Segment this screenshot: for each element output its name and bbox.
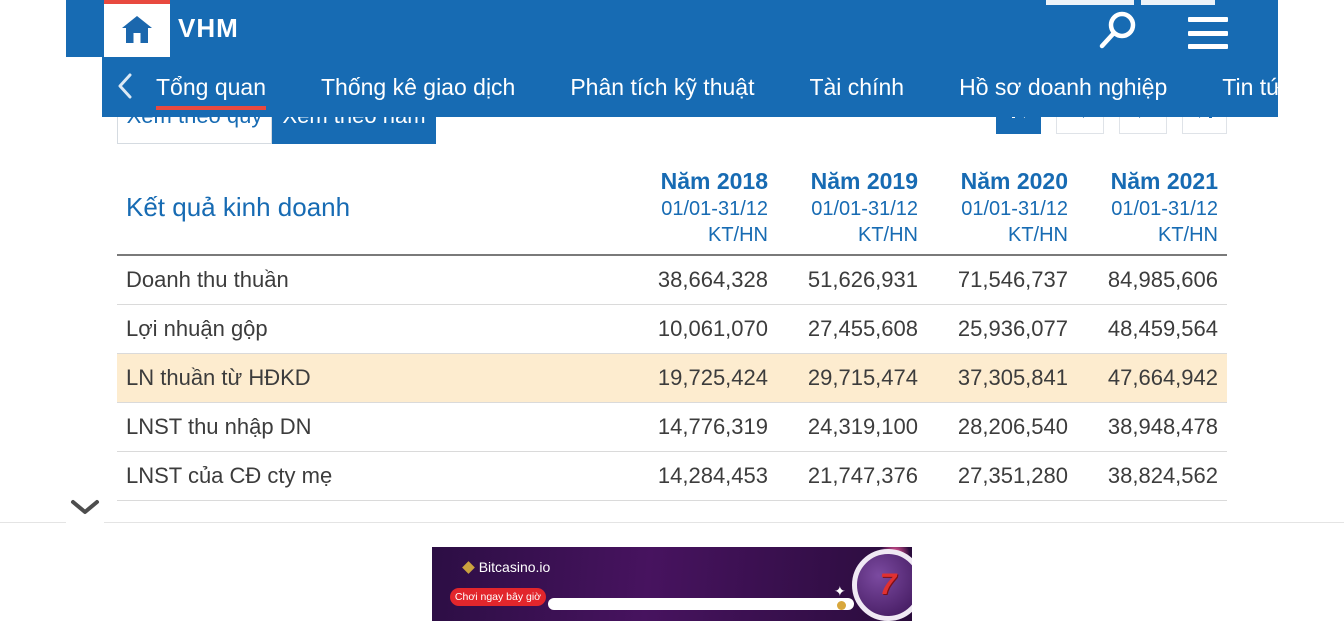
- ad-logo-icon: [461, 560, 475, 574]
- table-row: LNST thu nhập DN 14,776,319 24,319,100 2…: [117, 403, 1227, 452]
- row-label: Doanh thu thuần: [126, 267, 289, 292]
- tab-thong-ke-giao-dich[interactable]: Thống kê giao dịch: [320, 73, 516, 100]
- column-basis: KT/HN: [858, 223, 918, 246]
- ad-brand-row: Bitcasino.io: [446, 559, 568, 575]
- cell-value: 84,985,606: [1107, 267, 1218, 292]
- cell-value: 37,305,841: [957, 365, 1068, 390]
- nav-bar: Tổng quan Thống kê giao dịch Phân tích k…: [102, 57, 1278, 117]
- stock-symbol: VHM: [178, 13, 239, 43]
- ad-banner[interactable]: Bitcasino.io Chơi ngay bây giờ ✦ 7: [432, 547, 912, 621]
- chevron-left-icon: [117, 73, 133, 102]
- column-basis: KT/HN: [708, 223, 768, 246]
- cell-value: 51,626,931: [807, 267, 918, 292]
- row-label: LNST thu nhập DN: [126, 414, 312, 439]
- hamburger-icon: [1188, 17, 1228, 22]
- slot-machine-icon: 7: [852, 549, 912, 621]
- hamburger-icon: [1188, 44, 1228, 49]
- table-title: Kết quả kinh doanh: [126, 191, 351, 222]
- cell-value: 14,776,319: [657, 414, 768, 439]
- cell-value: 21,747,376: [807, 463, 918, 488]
- cell-value: 38,664,328: [657, 267, 768, 292]
- cell-value: 27,351,280: [957, 463, 1068, 488]
- lucky-seven-icon: 7: [879, 568, 897, 601]
- menu-button[interactable]: [1188, 17, 1228, 49]
- column-header-2019: Năm 2019 01/01-31/12 KT/HN: [768, 160, 918, 254]
- cell-value: 47,664,942: [1107, 365, 1218, 390]
- hamburger-icon: [1188, 30, 1228, 36]
- cell-value: 71,546,737: [957, 267, 1068, 292]
- tab-list: Tổng quan Thống kê giao dịch Phân tích k…: [156, 73, 1278, 110]
- cell-value: 25,936,077: [957, 316, 1068, 341]
- cell-value: 38,948,478: [1107, 414, 1218, 439]
- financial-table: Kết quả kinh doanh Năm 2018 01/01-31/12 …: [117, 160, 1227, 501]
- header-spacer: [1218, 160, 1227, 254]
- cell-value: 19,725,424: [657, 365, 768, 390]
- column-basis: KT/HN: [1008, 223, 1068, 246]
- home-button[interactable]: [104, 0, 170, 57]
- sparkle-icon: ✦: [834, 583, 846, 599]
- table-row: LNST của CĐ cty mẹ 14,284,453 21,747,376…: [117, 452, 1227, 501]
- table-row-highlighted: LN thuần từ HĐKD 19,725,424 29,715,474 3…: [117, 354, 1227, 403]
- search-icon: [1095, 11, 1139, 56]
- column-basis: KT/HN: [1158, 223, 1218, 246]
- column-period: 01/01-31/12: [811, 197, 918, 220]
- cell-value: 48,459,564: [1107, 316, 1218, 341]
- tab-tai-chinh[interactable]: Tài chính: [809, 73, 905, 100]
- column-period: 01/01-31/12: [1111, 197, 1218, 220]
- tab-phan-tich-ky-thuat[interactable]: Phân tích kỹ thuật: [570, 73, 755, 100]
- tab-tong-quan[interactable]: Tổng quan: [156, 73, 266, 110]
- column-header-2020: Năm 2020 01/01-31/12 KT/HN: [918, 160, 1068, 254]
- back-button[interactable]: [112, 73, 138, 102]
- search-button[interactable]: [1092, 8, 1142, 56]
- table-header: Kết quả kinh doanh Năm 2018 01/01-31/12 …: [117, 160, 1227, 256]
- tab-tin-tuc[interactable]: Tin tức &: [1222, 73, 1278, 100]
- bottom-sticky-bar: Bitcasino.io Chơi ngay bây giờ ✦ 7: [0, 523, 1344, 621]
- top-header-bar: VHM: [66, 0, 1278, 57]
- column-header-2018: Năm 2018 01/01-31/12 KT/HN: [618, 160, 768, 254]
- ad-brand-name: Bitcasino.io: [478, 559, 551, 575]
- column-year: Năm 2018: [660, 167, 768, 194]
- cell-value: 27,455,608: [807, 316, 918, 341]
- column-period: 01/01-31/12: [661, 197, 768, 220]
- cell-value: 24,319,100: [807, 414, 918, 439]
- cell-value: 28,206,540: [957, 414, 1068, 439]
- cell-value: 10,061,070: [657, 316, 768, 341]
- ad-progress-bar: [548, 598, 854, 610]
- collapse-ad-button[interactable]: [66, 492, 104, 524]
- column-year: Năm 2020: [960, 167, 1068, 194]
- chevron-down-icon: [70, 499, 100, 518]
- ad-cta-button[interactable]: Chơi ngay bây giờ: [450, 588, 546, 606]
- gold-dot-decoration: [837, 601, 846, 610]
- table-row: Lợi nhuận gộp 10,061,070 27,455,608 25,9…: [117, 305, 1227, 354]
- clipped-text-fragment: [1141, 0, 1215, 5]
- home-icon: [120, 14, 154, 47]
- table-row: Doanh thu thuần 38,664,328 51,626,931 71…: [117, 256, 1227, 305]
- column-year: Năm 2019: [810, 167, 918, 194]
- column-header-2021: Năm 2021 01/01-31/12 KT/HN: [1068, 160, 1218, 254]
- column-year: Năm 2021: [1110, 167, 1218, 194]
- row-label: LN thuần từ HĐKD: [126, 365, 311, 390]
- clipped-text-fragment: [1046, 0, 1134, 5]
- row-label: Lợi nhuận gộp: [126, 316, 268, 341]
- cell-value: 29,715,474: [807, 365, 918, 390]
- column-period: 01/01-31/12: [961, 197, 1068, 220]
- cell-value: 38,824,562: [1107, 463, 1218, 488]
- tab-ho-so-doanh-nghiep[interactable]: Hồ sơ doanh nghiệp: [959, 73, 1168, 100]
- cell-value: 14,284,453: [657, 463, 768, 488]
- row-label: LNST của CĐ cty mẹ: [126, 463, 333, 488]
